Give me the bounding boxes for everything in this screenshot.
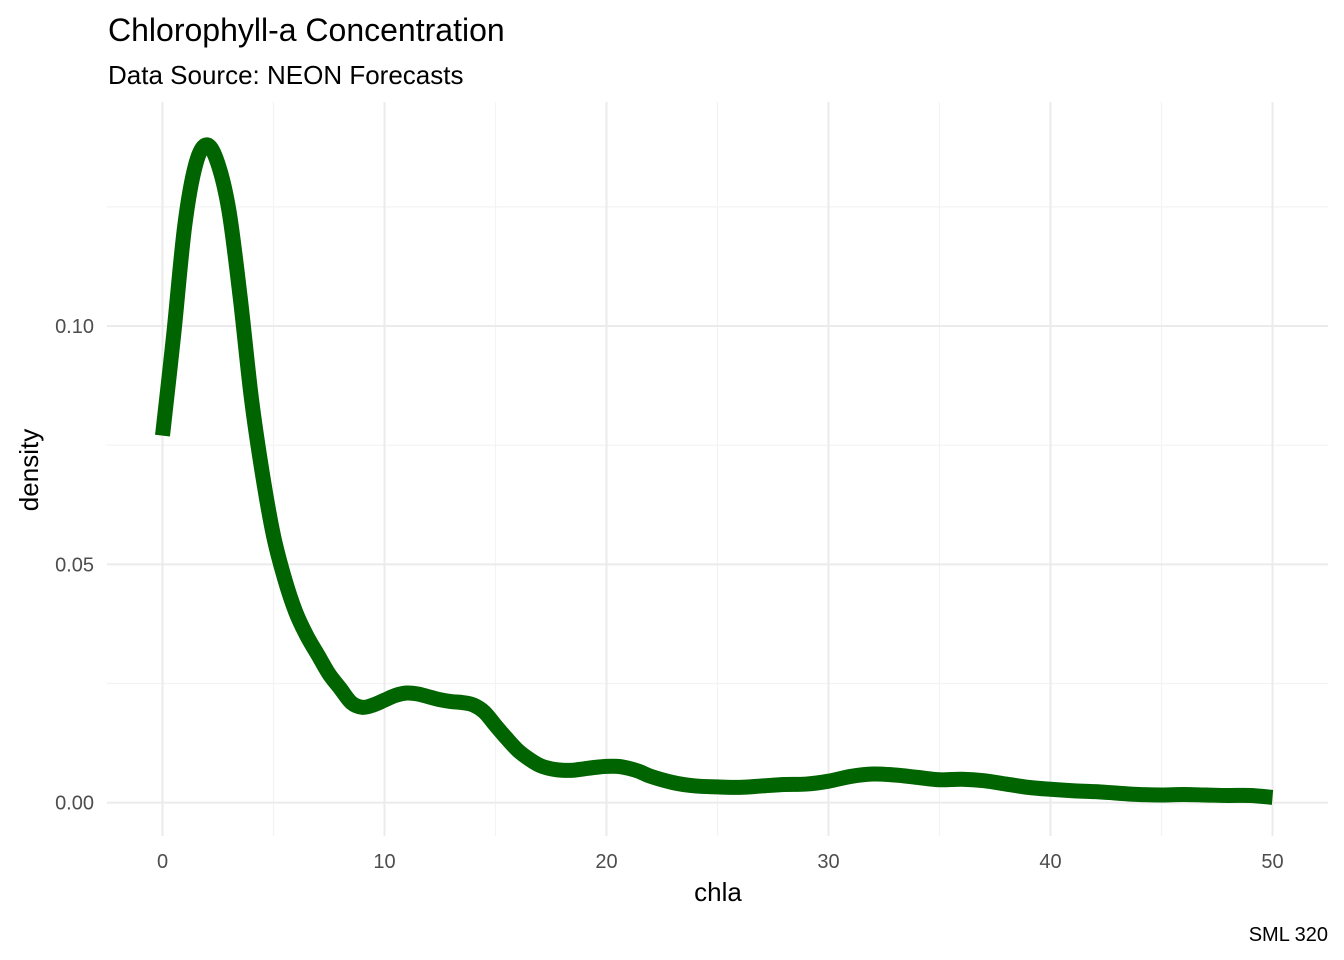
chart-subtitle: Data Source: NEON Forecasts bbox=[108, 60, 463, 90]
x-axis-title: chla bbox=[694, 877, 742, 907]
chart-caption: SML 320 bbox=[1249, 924, 1328, 946]
series-layer bbox=[155, 137, 1274, 805]
x-tick-label: 0 bbox=[157, 851, 168, 873]
density-line bbox=[155, 137, 1274, 805]
x-tick-label: 30 bbox=[817, 851, 839, 873]
y-tick-label: 0.00 bbox=[55, 793, 94, 815]
x-tick-label: 10 bbox=[373, 851, 395, 873]
y-tick-label: 0.05 bbox=[55, 554, 94, 576]
chart-title: Chlorophyll-a Concentration bbox=[108, 12, 505, 48]
x-tick-label: 50 bbox=[1261, 851, 1283, 873]
x-tick-label: 40 bbox=[1039, 851, 1061, 873]
grid bbox=[107, 102, 1328, 836]
y-tick-label: 0.10 bbox=[55, 316, 94, 338]
tick-labels: 0 10 20 30 40 50 0.00 0.05 0.10 bbox=[55, 316, 1284, 873]
y-axis-title: density bbox=[14, 429, 44, 511]
x-tick-label: 20 bbox=[595, 851, 617, 873]
